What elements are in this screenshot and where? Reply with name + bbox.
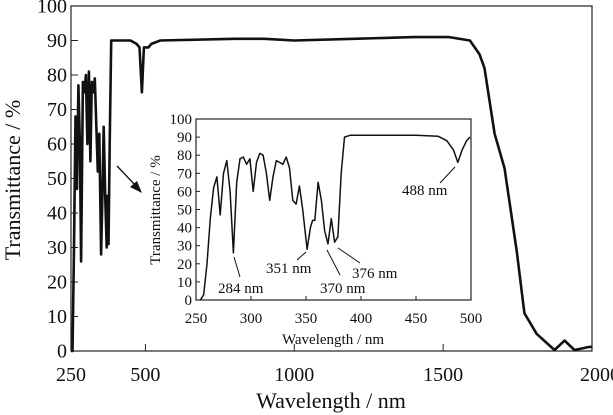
y-tick-label: 50 <box>177 202 192 218</box>
y-tick-label: 20 <box>47 272 67 294</box>
y-tick-label: 60 <box>47 134 67 156</box>
main-series-line <box>71 35 592 353</box>
inset-series-line <box>199 134 471 301</box>
y-tick-label: 90 <box>47 30 67 52</box>
y-tick-label: 30 <box>47 237 67 259</box>
x-tick-label: 500 <box>130 364 160 386</box>
y-tick-label: 100 <box>37 0 67 18</box>
y-tick-label: 80 <box>177 148 192 164</box>
y-tick-label: 40 <box>177 221 192 237</box>
annotation-leader-line <box>439 166 456 184</box>
inset-background <box>196 119 471 300</box>
y-tick-label: 100 <box>170 112 193 128</box>
annotation-leader-line <box>296 251 307 261</box>
y-tick-label: 10 <box>47 306 67 328</box>
x-tick-label: 500 <box>460 311 483 327</box>
annotation-label: 370 nm <box>320 281 366 297</box>
annotation-label: 351 nm <box>266 261 312 277</box>
annotation-leader-line <box>326 249 341 276</box>
y-tick-label: 30 <box>177 239 192 255</box>
annotation-label: 376 nm <box>352 266 398 282</box>
annotation-label: 284 nm <box>218 281 264 297</box>
annotation-leader-line <box>337 247 361 264</box>
y-tick-label: 90 <box>177 130 192 146</box>
x-tick-label: 1000 <box>274 364 314 386</box>
x-tick-label: 250 <box>56 364 86 386</box>
x-tick-label: 1500 <box>423 364 463 386</box>
x-tick-label: 300 <box>240 311 263 327</box>
y-tick-label: 20 <box>177 257 192 273</box>
x-tick-label: 250 <box>185 311 208 327</box>
x-tick-label: 450 <box>405 311 428 327</box>
y-tick-label: 40 <box>47 203 67 225</box>
inset-y-axis-label: Transmittance / % <box>148 155 164 264</box>
inset-x-axis-label: Wavelength / nm <box>282 332 384 348</box>
y-tick-label: 0 <box>57 341 67 363</box>
x-tick-label: 350 <box>295 311 318 327</box>
inset-plot: 0 10 20 30 40 50 60 70 80 90 100 250 300 350 400 450 500… <box>148 112 482 348</box>
y-tick-label: 60 <box>177 184 192 200</box>
arrow-head-icon <box>130 181 142 193</box>
x-tick-label: 400 <box>350 311 373 327</box>
y-tick-label: 70 <box>177 166 192 182</box>
y-tick-label: 0 <box>185 293 193 309</box>
y-tick-label: 80 <box>47 65 67 87</box>
annotation-leader-line <box>233 256 241 278</box>
y-tick-label: 70 <box>47 99 67 121</box>
y-tick-label: 50 <box>47 168 67 190</box>
annotation-label: 488 nm <box>402 183 448 199</box>
main-x-axis-label: Wavelength / nm <box>256 388 406 413</box>
y-tick-label: 10 <box>177 275 192 291</box>
main-y-axis-label: Transmittance / % <box>0 100 25 261</box>
x-tick-label: 2000 <box>580 364 613 386</box>
arrow <box>116 165 142 193</box>
